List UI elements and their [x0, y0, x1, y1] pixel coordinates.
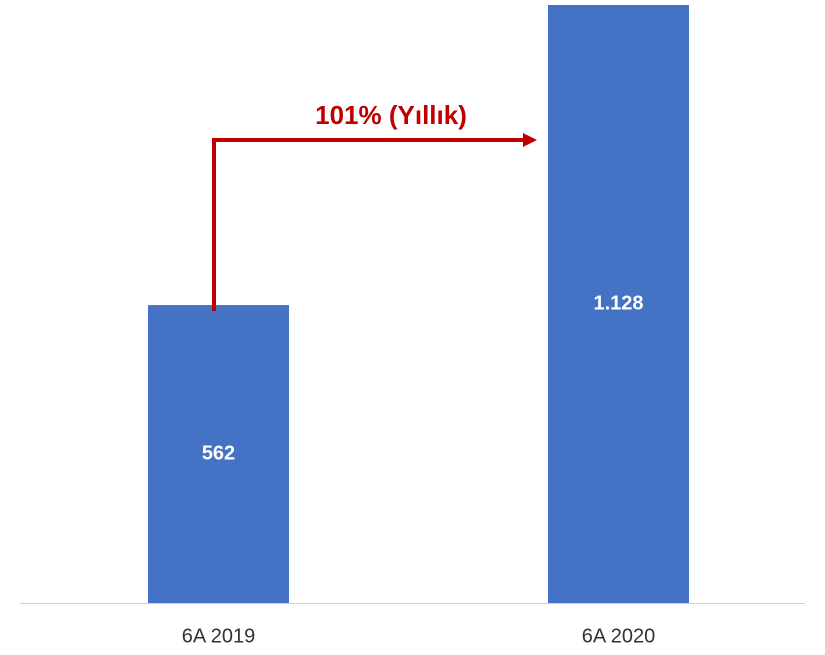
value-label: 1.128 [593, 292, 643, 314]
bar [148, 305, 289, 603]
arrow-head [523, 133, 537, 147]
annotation: 101% (Yıllık) [315, 100, 467, 130]
growth-arrow [212, 138, 525, 312]
value-label: 562 [202, 442, 235, 464]
x-tick-label: 6A 2019 [182, 625, 255, 647]
bar [548, 5, 689, 603]
x-tick-label: 6A 2020 [582, 625, 655, 647]
